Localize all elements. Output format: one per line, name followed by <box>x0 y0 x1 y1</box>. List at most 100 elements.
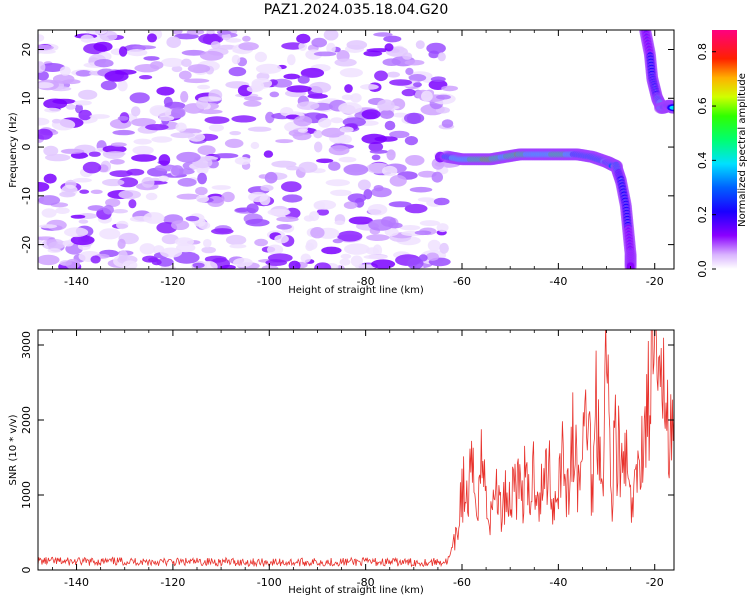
noise-blob <box>206 30 215 35</box>
noise-blob <box>111 142 127 147</box>
noise-blob <box>344 84 353 93</box>
noise-blob <box>271 160 297 168</box>
noise-blob <box>428 50 440 59</box>
noise-blob <box>344 243 370 255</box>
noise-blob <box>246 85 262 93</box>
noise-blob <box>145 124 169 131</box>
noise-blob <box>401 88 416 97</box>
noise-blob <box>441 85 458 92</box>
noise-blob <box>102 178 125 187</box>
noise-blob <box>368 141 384 152</box>
x-tick-label: -60 <box>453 275 471 288</box>
noise-blob <box>70 235 95 246</box>
noise-blob <box>150 61 164 70</box>
noise-blob <box>145 192 158 201</box>
noise-blob <box>296 33 311 44</box>
noise-blob <box>100 80 117 91</box>
colorbar-tick-label: 0.4 <box>696 152 709 170</box>
colorbar-tick-label: 0.6 <box>696 97 709 115</box>
noise-blob <box>118 46 128 57</box>
noise-blob <box>313 130 323 139</box>
noise-blob <box>254 238 268 247</box>
noise-blob <box>131 154 157 162</box>
noise-blob <box>192 262 205 268</box>
noise-blob <box>267 244 284 255</box>
snr-panel: -140 -120 -100 -80 -60 -40 -20 0 1000 2000 3000 H… <box>8 329 675 596</box>
x-tick-label: -140 <box>64 576 89 589</box>
y-tick-label: 1000 <box>20 481 33 509</box>
spectrogram-signal-track <box>439 30 674 269</box>
noise-blob <box>405 67 414 75</box>
noise-blob <box>176 151 201 163</box>
noise-blob <box>109 170 133 178</box>
noise-blob <box>156 257 174 267</box>
noise-blob <box>99 228 121 240</box>
noise-blob <box>392 112 408 118</box>
noise-blob <box>338 156 357 163</box>
noise-blob <box>105 151 126 157</box>
noise-blob <box>297 75 310 84</box>
noise-blob <box>183 78 210 84</box>
noise-blob <box>43 173 57 184</box>
noise-blob <box>263 150 274 158</box>
noise-blob <box>82 161 102 174</box>
noise-blob <box>243 100 262 107</box>
snr-y-axis-label: SNR (10 * v/v) <box>8 414 19 485</box>
noise-blob <box>386 149 396 161</box>
noise-blob <box>386 71 400 78</box>
colorbar-tick-label: 0.8 <box>696 43 709 61</box>
colorbar-label: Normalized spectral amplitude <box>737 73 748 227</box>
noise-blob <box>382 165 398 177</box>
noise-blob <box>225 38 242 43</box>
noise-blob <box>308 81 332 94</box>
noise-blob <box>296 101 320 110</box>
noise-blob <box>181 49 206 56</box>
noise-blob <box>176 193 201 200</box>
noise-blob <box>286 85 312 93</box>
noise-blob <box>439 242 449 254</box>
noise-blob <box>62 240 74 247</box>
noise-blob <box>325 179 350 187</box>
noise-blob <box>78 109 92 121</box>
x-tick-label: -120 <box>160 576 185 589</box>
noise-blob <box>361 133 388 144</box>
noise-blob <box>62 79 81 85</box>
noise-blob <box>105 198 121 208</box>
noise-blob <box>47 248 62 253</box>
noise-blob <box>337 134 352 144</box>
noise-blob <box>85 30 108 35</box>
noise-blob <box>38 34 45 42</box>
noise-blob <box>196 98 209 109</box>
noise-blob <box>384 120 396 131</box>
noise-blob <box>389 175 407 187</box>
noise-blob <box>41 238 66 250</box>
noise-blob <box>373 32 393 37</box>
noise-blob <box>437 52 446 62</box>
colorbar-ticks: 0.0 0.2 0.4 0.6 0.8 <box>696 43 716 278</box>
noise-blob <box>61 148 85 154</box>
noise-blob <box>198 109 223 115</box>
spectrogram-noise-blobs <box>38 30 461 269</box>
x-tick-label: -100 <box>257 576 282 589</box>
noise-blob <box>245 218 270 227</box>
noise-blob <box>78 89 98 100</box>
noise-blob <box>275 139 294 144</box>
noise-blob <box>38 236 55 241</box>
spectrogram-y-ticks: -20 -10 0 10 20 <box>20 43 674 254</box>
x-tick-label: -60 <box>453 576 471 589</box>
x-tick-label: -40 <box>549 576 567 589</box>
noise-blob <box>339 258 351 266</box>
noise-blob <box>405 155 425 166</box>
snr-y-ticks: 0 1000 2000 3000 <box>20 331 674 574</box>
noise-blob <box>171 107 186 119</box>
noise-blob <box>180 91 189 103</box>
noise-blob <box>338 102 362 114</box>
noise-blob <box>171 65 183 73</box>
y-tick-label: 2000 <box>20 406 33 434</box>
x-tick-label: -80 <box>357 275 375 288</box>
noise-blob <box>339 126 354 133</box>
noise-blob <box>52 98 76 105</box>
noise-blob <box>363 254 388 260</box>
spectrogram-x-ticks: -140 -120 -100 -80 -60 -40 -20 <box>52 30 664 288</box>
